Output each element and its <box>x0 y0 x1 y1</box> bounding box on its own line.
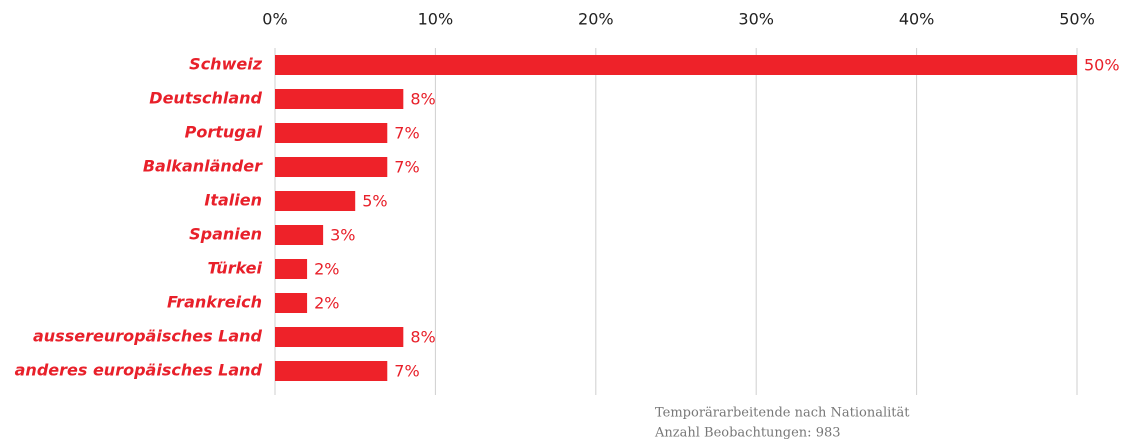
y-tick-label: Italien <box>204 191 262 210</box>
data-label: 2% <box>314 260 339 279</box>
annotation: Anzahl Beobachtungen: 983 <box>654 426 841 441</box>
x-tick-label: 40% <box>899 10 935 29</box>
data-label: 7% <box>394 362 419 381</box>
y-tick-label: Türkei <box>207 259 262 278</box>
y-tick-label: Balkanländer <box>143 157 263 176</box>
bar <box>275 191 356 211</box>
y-tick-label: aussereuropäisches Land <box>33 327 263 346</box>
data-label: 7% <box>394 158 419 177</box>
y-tick-label: Frankreich <box>167 293 262 312</box>
bar <box>275 225 324 245</box>
data-label: 8% <box>410 90 435 109</box>
x-tick-label: 50% <box>1059 10 1095 29</box>
data-label: 8% <box>410 328 435 347</box>
y-tick-label: Portugal <box>185 123 263 142</box>
bar <box>275 327 404 347</box>
x-tick-label: 10% <box>418 10 454 29</box>
data-label: 7% <box>394 124 419 143</box>
bar <box>275 89 404 109</box>
y-tick-label: Schweiz <box>189 55 263 74</box>
x-tick-label: 0% <box>262 10 287 29</box>
data-label: 3% <box>330 226 355 245</box>
data-label: 2% <box>314 294 339 313</box>
x-tick-label: 20% <box>578 10 614 29</box>
annotation: Temporärarbeitende nach Nationalität <box>655 406 910 421</box>
y-tick-label: Deutschland <box>149 89 262 108</box>
bar <box>275 123 388 143</box>
bar <box>275 157 388 177</box>
bar <box>275 361 388 381</box>
bar <box>275 55 1077 75</box>
x-tick-label: 30% <box>738 10 774 29</box>
data-label: 50% <box>1084 56 1120 75</box>
y-tick-label: Spanien <box>189 225 262 244</box>
y-tick-label: anderes europäisches Land <box>15 361 263 380</box>
bar <box>275 293 308 313</box>
data-label: 5% <box>362 192 387 211</box>
bar <box>275 259 308 279</box>
